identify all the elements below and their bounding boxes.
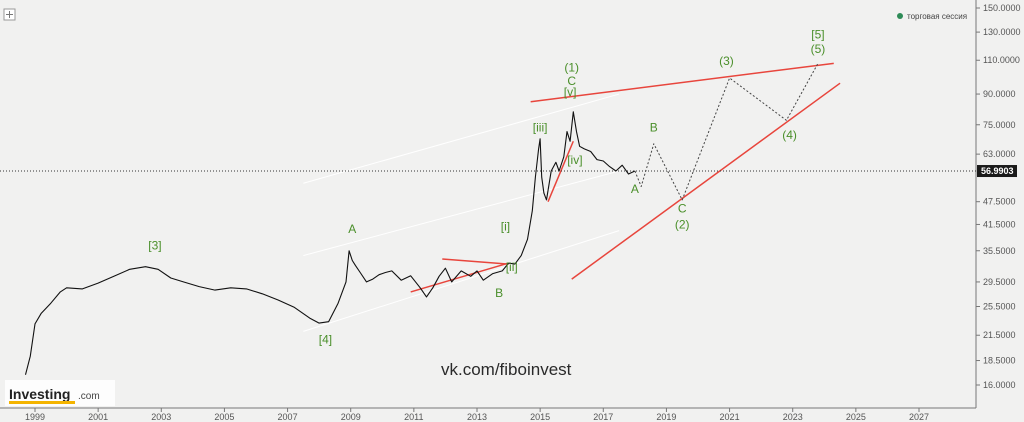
wave-label: B	[650, 121, 658, 135]
x-tick-label: 2015	[530, 412, 550, 422]
expand-icon[interactable]	[3, 8, 16, 21]
x-tick-label: 2025	[846, 412, 866, 422]
y-tick-label: 75.0000	[983, 120, 1016, 130]
legend-marker	[897, 13, 903, 19]
wave-label: A	[631, 182, 639, 196]
wave-label: [ii]	[506, 260, 518, 274]
wave-label: [5]	[811, 28, 824, 42]
wave-label: [3]	[148, 238, 161, 252]
channel-line	[303, 93, 620, 184]
wave-label: C	[678, 202, 687, 216]
x-tick-label: 2011	[404, 412, 423, 422]
wave-label: A	[348, 222, 356, 236]
y-tick-label: 150.0000	[983, 3, 1021, 13]
x-tick-label: 2013	[467, 412, 487, 422]
wave-label: C	[567, 74, 576, 88]
legend-label: торговая сессия	[907, 12, 967, 21]
y-tick-label: 16.0000	[983, 380, 1016, 390]
wave-label: (4)	[782, 128, 797, 142]
x-tick-label: 2023	[783, 412, 803, 422]
watermark: vk.com/fiboinvest	[441, 360, 572, 379]
current-price-label: 56.9903	[981, 166, 1014, 176]
wave-label: (3)	[719, 54, 734, 68]
logo-main: Investing	[9, 386, 70, 402]
wave-label: (5)	[811, 42, 826, 56]
x-tick-label: 2019	[656, 412, 676, 422]
trend-line	[410, 262, 509, 293]
legend: торговая сессия	[897, 12, 967, 21]
wave-label: (2)	[675, 218, 690, 232]
y-tick-label: 18.5000	[983, 356, 1016, 366]
x-tick-label: 2017	[593, 412, 613, 422]
y-tick-label: 29.5000	[983, 277, 1016, 287]
y-tick-label: 110.0000	[983, 55, 1020, 65]
x-tick-label: 2007	[278, 412, 298, 422]
trend-line	[547, 140, 574, 202]
wave-label: [v]	[564, 85, 577, 99]
x-tick-label: 2003	[151, 412, 171, 422]
logo-sub: .com	[78, 391, 100, 402]
x-tick-label: 2009	[341, 412, 361, 422]
y-tick-label: 41.5000	[983, 219, 1016, 229]
channel-line	[303, 230, 620, 332]
wave-label: [iv]	[567, 153, 582, 167]
wave-label: [4]	[319, 332, 332, 346]
y-tick-label: 47.5000	[983, 197, 1016, 207]
y-tick-label: 130.0000	[983, 27, 1021, 37]
y-tick-label: 25.5000	[983, 301, 1016, 311]
wave-label: [iii]	[533, 121, 548, 135]
wave-label: (1)	[564, 60, 579, 74]
price-series-line	[24, 111, 636, 375]
trend-line	[571, 82, 841, 280]
x-tick-label: 2021	[720, 412, 740, 422]
x-tick-label: 1999	[25, 412, 45, 422]
trend-line	[442, 258, 509, 265]
x-tick-label: 2005	[214, 412, 234, 422]
channel-line	[303, 170, 620, 257]
current-price-tag: 56.9903	[977, 165, 1017, 178]
projection-path	[634, 63, 819, 201]
y-tick-label: 90.0000	[983, 89, 1016, 99]
y-tick-label: 35.5000	[983, 246, 1016, 256]
trend-line	[530, 62, 834, 103]
x-tick-label: 2001	[88, 412, 108, 422]
investing-logo: Investing .com	[5, 380, 115, 406]
wave-label: B	[495, 286, 503, 300]
y-tick-label: 63.0000	[983, 149, 1016, 159]
x-tick-label: 2027	[909, 412, 929, 422]
wave-label: [i]	[501, 220, 510, 234]
y-tick-label: 21.5000	[983, 330, 1016, 340]
